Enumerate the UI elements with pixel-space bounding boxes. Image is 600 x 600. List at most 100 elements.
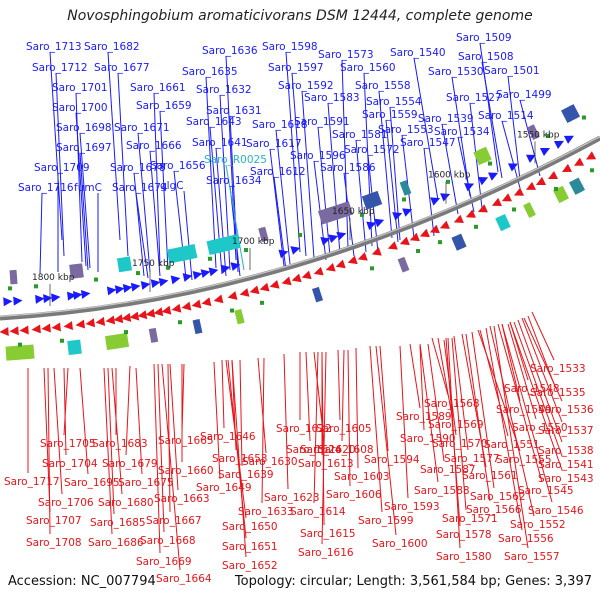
label-leader-reverse xyxy=(169,363,179,491)
gene-label-reverse: Saro_1707 xyxy=(26,515,82,527)
gene-label-reverse: Saro_1679 xyxy=(102,458,158,470)
gene-label-reverse: Saro_1705 xyxy=(40,438,96,450)
gene-label-reverse: Saro_1668 xyxy=(140,535,196,547)
reverse-gene-arrow xyxy=(75,319,86,329)
forward-gene-arrow xyxy=(366,221,377,231)
gene-label-forward: Saro_1558 xyxy=(355,80,411,92)
label-leader-reverse xyxy=(355,347,359,469)
gene-label-forward: Saro_1586 xyxy=(320,162,376,174)
reverse-gene-arrow xyxy=(191,299,202,309)
reverse-gene-arrow xyxy=(259,282,270,292)
forward-gene-arrow xyxy=(51,293,61,303)
label-leader-forward xyxy=(183,190,193,281)
reverse-feature-block xyxy=(498,215,508,230)
label-leader-forward xyxy=(327,102,341,255)
gene-label-forward: Saro_1677 xyxy=(94,62,150,74)
label-leader-forward xyxy=(215,147,227,277)
forward-gene-arrow xyxy=(150,279,161,289)
gene-label-forward: Saro_1598 xyxy=(262,41,318,53)
forward-gene-arrow xyxy=(563,135,574,144)
reverse-gene-arrow xyxy=(0,326,9,336)
feature-marker xyxy=(166,265,170,270)
feature-marker xyxy=(260,300,264,305)
tick-label: 1750 kbp xyxy=(132,259,175,269)
label-leader-reverse xyxy=(157,363,165,533)
label-leader-reverse xyxy=(419,343,439,483)
forward-feature-block xyxy=(564,107,574,122)
forward-feature-block xyxy=(224,236,232,251)
gene-label-reverse: Saro_1578 xyxy=(436,529,492,541)
reverse-feature-block xyxy=(151,327,159,343)
gene-label-reverse: Saro_1653 xyxy=(212,453,268,465)
forward-gene-arrow xyxy=(320,237,331,246)
reverse-feature-block xyxy=(195,318,203,334)
label-leader-forward xyxy=(481,61,503,179)
label-leader-reverse xyxy=(437,337,453,417)
label-leader-reverse xyxy=(465,333,491,502)
label-leader-forward xyxy=(153,92,161,267)
label-leader-forward xyxy=(269,148,285,267)
forward-gene-arrow xyxy=(170,275,181,285)
reverse-feature-block xyxy=(113,334,121,349)
label-leader-reverse xyxy=(63,367,67,456)
gene-label-forward: Saro_1634 xyxy=(206,175,262,187)
label-leader-reverse xyxy=(321,351,327,545)
reverse-gene-arrow xyxy=(513,187,524,196)
forward-feature-block xyxy=(206,240,214,256)
reverse-feature-block xyxy=(553,188,563,204)
forward-feature-block xyxy=(175,247,183,262)
label-leader-reverse xyxy=(347,349,351,487)
forward-gene-arrow xyxy=(336,231,347,241)
gene-label-forward: Saro_1631 xyxy=(206,105,262,117)
backbone-line xyxy=(0,135,600,321)
reverse-gene-arrow xyxy=(239,288,250,297)
forward-feature-block xyxy=(317,209,327,225)
gene-label-reverse: Saro_1551 xyxy=(484,439,540,451)
label-leader-forward xyxy=(55,72,65,257)
forward-gene-arrow xyxy=(374,218,385,228)
label-leader-reverse xyxy=(501,323,521,402)
gene-label-forward: Saro_1635 xyxy=(182,66,238,78)
gene-label-forward: Saro_1534 xyxy=(434,126,490,138)
label-leader-reverse xyxy=(153,363,161,554)
forward-gene-arrow xyxy=(72,290,83,300)
gene-label-reverse: Saro_1663 xyxy=(154,493,210,505)
gene-label-forward: Saro_1581 xyxy=(332,129,388,141)
label-leader-forward xyxy=(479,42,499,173)
label-leader-reverse xyxy=(79,367,89,475)
forward-feature-block xyxy=(370,191,380,207)
reverse-gene-arrow xyxy=(137,310,148,320)
forward-feature-block xyxy=(326,207,336,222)
forward-gene-arrow xyxy=(278,249,289,259)
forward-feature-block xyxy=(373,190,383,206)
gene-labels: Saro_1713 Saro_1682 Saro_1712 Saro_1677 Saro… xyxy=(4,32,594,585)
feature-marker xyxy=(554,186,558,191)
label-leader-reverse xyxy=(337,349,341,421)
forward-gene-arrow xyxy=(67,291,77,301)
label-leader-reverse xyxy=(507,323,537,420)
topology-stats-text: Topology: circular; Length: 3,561,584 bp… xyxy=(234,574,592,589)
reverse-gene-arrow xyxy=(213,294,224,304)
gene-label-forward: Saro_1656 xyxy=(150,160,206,172)
gene-label-forward: Saro_1674 xyxy=(112,182,168,194)
label-leader-forward xyxy=(75,112,87,267)
reverse-feature-block xyxy=(457,233,467,249)
forward-feature-block xyxy=(329,206,339,221)
reverse-gene-arrow xyxy=(501,193,512,202)
label-leader-reverse xyxy=(53,367,63,495)
forward-feature-block xyxy=(172,247,180,263)
reverse-feature-block xyxy=(526,202,536,217)
reverse-gene-arrow xyxy=(113,314,124,324)
gene-label-forward: fumC xyxy=(74,182,102,194)
gene-label-forward: Saro_1712 xyxy=(32,62,88,74)
gene-label-reverse: Saro_1639 xyxy=(218,469,274,481)
label-leader-reverse xyxy=(369,345,383,513)
gene-label-reverse: Saro_1680 xyxy=(98,497,154,509)
forward-feature-block xyxy=(367,193,377,208)
gene-label-forward: Saro_1597 xyxy=(268,62,324,74)
gene-label-reverse: Saro_1593 xyxy=(384,501,440,513)
forward-feature-block xyxy=(261,226,269,242)
forward-gene-arrow xyxy=(3,297,13,307)
gene-label-reverse: Saro_1651 xyxy=(222,541,278,553)
reverse-feature-block xyxy=(192,319,200,335)
